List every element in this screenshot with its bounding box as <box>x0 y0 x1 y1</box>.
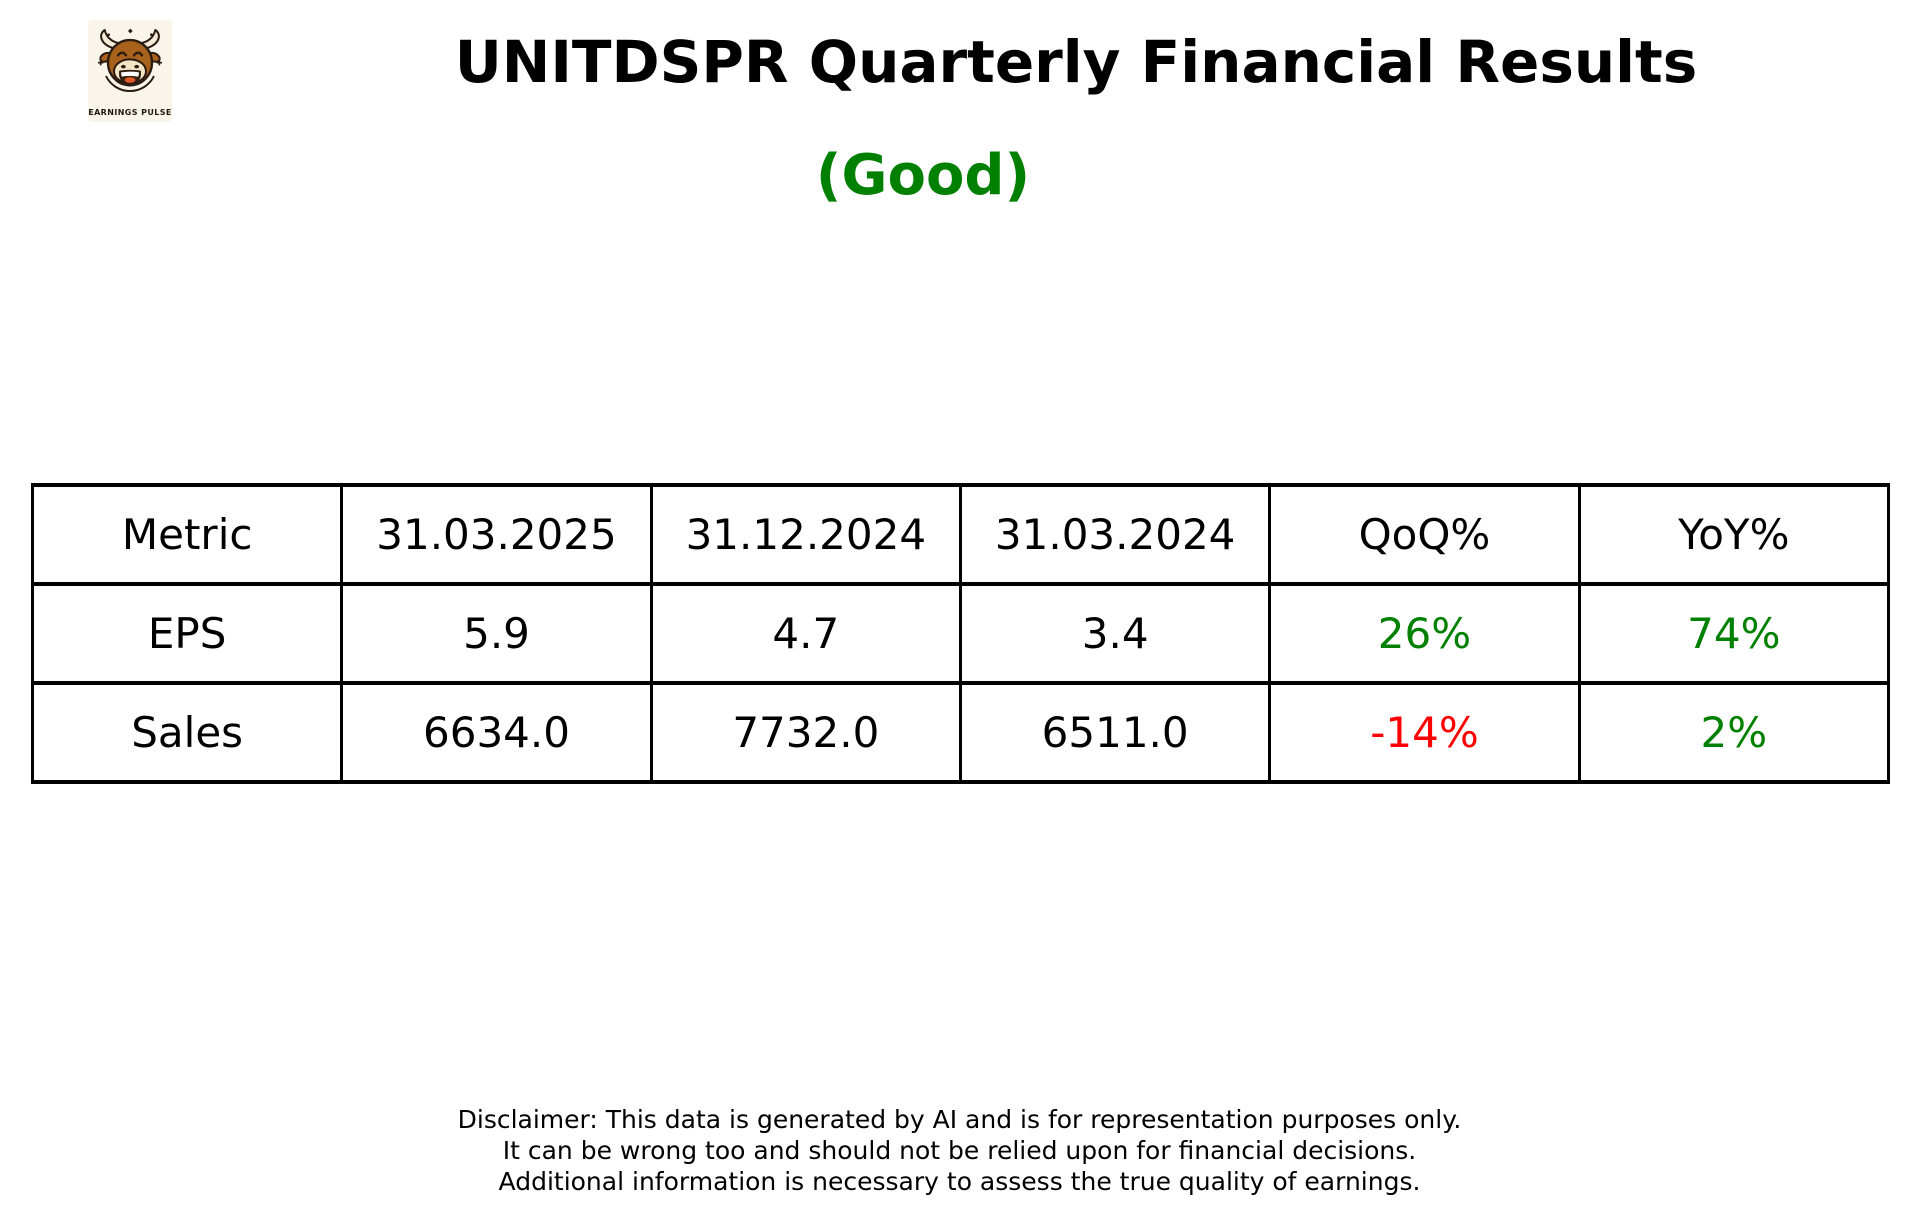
column-header-period-1: 31.03.2025 <box>340 483 653 586</box>
metric-name-cell: EPS <box>30 582 344 685</box>
sales-qoq-cell: -14% <box>1268 681 1581 784</box>
financial-results-table: Metric 31.03.2025 31.12.2024 31.03.2024 … <box>30 483 1891 784</box>
metric-name-cell: Sales <box>30 681 344 784</box>
disclaimer-line: Additional information is necessary to a… <box>498 1167 1421 1196</box>
sales-yoy-cell: 2% <box>1577 681 1891 784</box>
logo-brand-text: EARNINGS PULSE <box>88 108 172 117</box>
column-header-metric: Metric <box>30 483 344 586</box>
table-header-row: Metric 31.03.2025 31.12.2024 31.03.2024 … <box>30 483 1891 586</box>
sales-value-cell: 7732.0 <box>649 681 962 784</box>
laughing-bull-icon <box>98 28 162 93</box>
column-header-yoy: YoY% <box>1577 483 1891 586</box>
table-row-sales: Sales 6634.0 7732.0 6511.0 -14% 2% <box>30 681 1891 784</box>
earnings-pulse-logo: EARNINGS PULSE <box>88 20 172 122</box>
eps-qoq-cell: 26% <box>1268 582 1581 685</box>
sales-value-cell: 6634.0 <box>340 681 653 784</box>
disclaimer-line: It can be wrong too and should not be re… <box>502 1136 1417 1165</box>
table-row-eps: EPS 5.9 4.7 3.4 26% 74% <box>30 582 1891 685</box>
disclaimer-text: Disclaimer: This data is generated by AI… <box>0 1104 1919 1197</box>
eps-value-cell: 4.7 <box>649 582 962 685</box>
eps-yoy-cell: 74% <box>1577 582 1891 685</box>
column-header-period-3: 31.03.2024 <box>958 483 1272 586</box>
disclaimer-line: Disclaimer: This data is generated by AI… <box>457 1105 1462 1134</box>
sales-value-cell: 6511.0 <box>958 681 1272 784</box>
eps-value-cell: 3.4 <box>958 582 1272 685</box>
column-header-period-2: 31.12.2024 <box>649 483 962 586</box>
verdict-subtitle: (Good) <box>815 143 1031 208</box>
page-title: UNITDSPR Quarterly Financial Results <box>454 28 1698 96</box>
column-header-qoq: QoQ% <box>1268 483 1581 586</box>
eps-value-cell: 5.9 <box>340 582 653 685</box>
